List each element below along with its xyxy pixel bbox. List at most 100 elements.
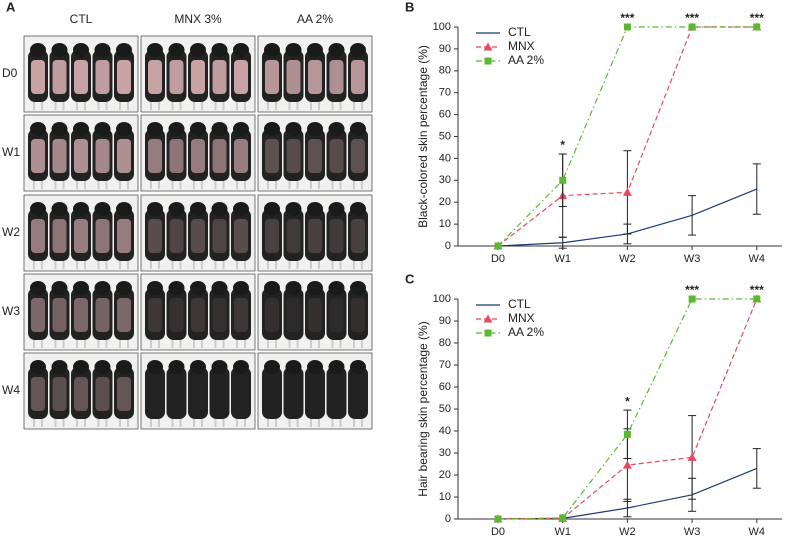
mouse-head [190, 281, 206, 295]
error-bar [752, 163, 761, 215]
row-label: W4 [2, 383, 20, 397]
mouse-head [350, 360, 366, 374]
skin-patch [169, 60, 184, 94]
mouse-head [307, 281, 323, 295]
marker [688, 295, 696, 303]
mouse-body [209, 209, 230, 261]
mouse-head [350, 43, 366, 57]
photo [257, 114, 373, 192]
skin-patch [95, 60, 110, 94]
skin-patch [212, 60, 227, 94]
x-tick-label: W4 [749, 253, 766, 265]
marker [753, 295, 761, 303]
mouse-head [94, 281, 111, 295]
mouse-head [328, 122, 345, 136]
mouse-body [209, 288, 230, 340]
x-tick-label: D0 [491, 253, 505, 265]
y-tick-label: 40 [439, 425, 451, 437]
mouse-head [51, 122, 68, 136]
skin-patch [286, 219, 301, 253]
y-tick-label: 90 [439, 43, 451, 55]
skin-patch [52, 298, 67, 332]
skin-patch [148, 60, 162, 94]
skin-patch [329, 139, 344, 173]
skin-patch [351, 139, 365, 173]
marker [623, 430, 631, 438]
mouse-body [305, 209, 325, 261]
skin-patch [148, 377, 162, 411]
legend-marker [484, 329, 492, 337]
y-tick-label: 70 [439, 87, 451, 99]
skin-patch [169, 298, 184, 332]
mouse-body [114, 367, 134, 419]
mouse-head [307, 122, 323, 136]
skin-patch [95, 298, 110, 332]
mouse-head [328, 281, 345, 295]
skin-patch [191, 139, 205, 173]
mouse-body [283, 209, 304, 261]
legend-label: MNX [508, 39, 535, 53]
mouse-head [116, 281, 132, 295]
mouse-body [305, 288, 325, 340]
skin-patch [191, 298, 205, 332]
mouse-head [30, 202, 46, 216]
legend-marker [483, 314, 493, 323]
y-axis-label: Black-colored skin percentage (%) [416, 45, 430, 228]
mouse-head [350, 202, 366, 216]
skin-patch [265, 219, 279, 253]
skin-patch [308, 298, 322, 332]
mouse-head [73, 43, 89, 57]
mouse-head [30, 43, 46, 57]
mouse-head [190, 360, 206, 374]
mouse-head [30, 360, 46, 374]
mouse-head [147, 122, 163, 136]
mouse-body [145, 367, 165, 419]
mouse-head [264, 202, 280, 216]
skin-patch [329, 60, 344, 94]
mouse-body [305, 129, 325, 181]
y-tick-label: 70 [439, 359, 451, 371]
mouse-body [49, 367, 70, 419]
panel-label: B [405, 0, 414, 14]
mouse-head [190, 122, 206, 136]
row-label: W1 [2, 145, 20, 159]
y-tick-label: 40 [439, 152, 451, 164]
skin-patch [117, 139, 131, 173]
column-label: CTL [70, 12, 93, 26]
y-tick-label: 80 [439, 337, 451, 349]
mouse-head [168, 360, 185, 374]
photo [140, 194, 256, 272]
skin-patch [31, 377, 45, 411]
mouse-head [94, 43, 111, 57]
mouse-head [73, 202, 89, 216]
y-tick-label: 90 [439, 315, 451, 327]
skin-patch [74, 60, 88, 94]
marker [688, 23, 696, 31]
skin-patch [117, 60, 131, 94]
mouse-head [211, 281, 228, 295]
mouse-body [188, 209, 208, 261]
marker [753, 23, 761, 31]
skin-patch [52, 139, 67, 173]
skin-patch [74, 139, 88, 173]
skin-patch [117, 219, 131, 253]
x-tick-label: D0 [491, 526, 505, 537]
y-tick-label: 80 [439, 65, 451, 77]
mouse-head [307, 202, 323, 216]
skin-patch [52, 60, 67, 94]
mouse-head [233, 281, 249, 295]
skin-patch [286, 139, 301, 173]
mouse-head [73, 281, 89, 295]
x-tick-label: W1 [554, 526, 571, 537]
mouse-head [211, 360, 228, 374]
mouse-body [326, 288, 347, 340]
mouse-head [285, 202, 302, 216]
skin-patch [95, 377, 110, 411]
photo [23, 352, 139, 430]
skin-patch [117, 298, 131, 332]
mouse-body [231, 209, 251, 261]
mouse-body [166, 288, 187, 340]
y-tick-label: 60 [439, 381, 451, 393]
photo [23, 273, 139, 351]
